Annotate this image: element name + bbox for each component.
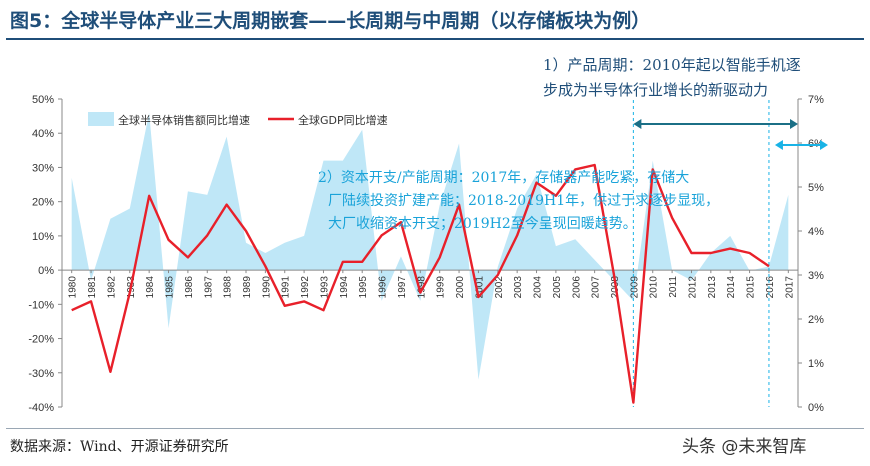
arrow-head-right [820,140,828,150]
right-tick-label: 7% [808,94,824,106]
marker-lines [632,100,828,407]
left-tick-label: 20% [32,197,54,209]
legend: 全球半导体销售额同比增速 全球GDP同比增速 [88,112,388,127]
left-tick-label: -20% [28,334,54,346]
left-tick-label: -10% [28,299,54,311]
x-tick-label: 1988 [223,276,234,299]
x-tick-label: 2000 [455,276,466,299]
legend-label-line: 全球GDP同比增速 [298,113,388,127]
x-tick-label: 1986 [184,276,195,299]
right-tick-label: 2% [808,314,824,326]
area-series-semiconductor-sales [71,112,789,380]
left-tick-label: 40% [32,128,54,140]
annotation-capex-cycle-line2: 厂陆续投资扩建产能；2018-2019H1年，供过于求逐步显现， [328,192,719,209]
arrow-head-left [633,119,642,129]
right-tick-label: 5% [808,182,824,194]
left-tick-label: 50% [32,94,54,106]
watermark: 头条 @未来智库 [682,437,807,457]
x-tick-label: 2012 [687,276,698,299]
right-tick-label: 1% [808,358,824,370]
x-tick-label: 2016 [765,276,776,299]
x-tick-label: 2009 [629,276,640,299]
left-tick-label: -30% [28,368,54,380]
right-tick-label: 0% [808,402,824,414]
axis-layer: -40% -30% -20% -10% 0% 10% 20% 30% 40% 50% 0% 1% 2% 3… [28,94,824,414]
x-tick-label: 2005 [552,276,563,299]
x-tick-label: 1980 [68,276,79,299]
x-tick-label: 2010 [649,276,660,299]
x-tick-label: 2006 [571,276,582,299]
x-tick-label: 1997 [397,276,408,299]
source-divider [6,428,864,429]
x-tick-label: 1995 [358,276,369,299]
x-tick-label: 2013 [707,276,718,299]
x-tick-label: 1992 [300,276,311,299]
line-series-layer [71,163,770,404]
right-tick-label: 3% [808,270,824,282]
legend-swatch-area [88,112,114,126]
x-tick-label: 2001 [474,276,485,299]
annotation-product-cycle-line2: 步成为半导体行业增长的新驱动力 [543,81,768,99]
x-tick-label: 1998 [416,276,427,299]
x-tick-label: 2015 [746,276,757,299]
left-tick-label: -40% [28,402,54,414]
x-tick-label: 1982 [106,276,117,299]
x-tick-label: 1989 [242,276,253,299]
x-tick-label: 1993 [319,276,330,299]
left-tick-label: 10% [32,231,54,243]
x-tick-label: 1987 [203,276,214,299]
x-tick-label: 1985 [165,276,176,299]
annotation-capex-cycle-line3: 大厂收缩资本开支；2019H2至今呈现回暖趋势。 [328,216,637,232]
title-divider [6,38,864,40]
x-tick-label: 2002 [494,276,505,299]
annotations: 1）产品周期：2010年起以智能手机逐 步成为半导体行业增长的新驱动力 2）资本… [318,56,801,232]
annotation-product-cycle-line1: 1）产品周期：2010年起以智能手机逐 [543,56,801,74]
x-tick-label: 1981 [87,276,98,299]
x-tick-label: 1991 [281,276,292,299]
x-tick-label: 2004 [533,276,544,299]
arrow-head-right [790,119,798,129]
x-tick-label: 1990 [261,276,272,299]
x-tick-label: 1996 [378,276,389,299]
page-title: 图5：全球半导体产业三大周期嵌套——长周期与中周期（以存储板块为例） [10,10,651,32]
x-tick-label: 2007 [591,276,602,299]
capex-cycle-arrow [774,140,828,150]
x-tick-label: 2003 [513,276,524,299]
x-tick-label: 1994 [339,276,350,299]
x-tick-label: 2017 [784,276,795,299]
right-tick-label: 4% [808,226,824,238]
left-tick-label: 30% [32,162,54,174]
x-tick-label: 2014 [726,276,737,299]
legend-label-area: 全球半导体销售额同比增速 [118,113,250,127]
x-tick-label: 2011 [668,276,679,298]
x-tick-label: 1999 [436,276,447,299]
source-note: 数据来源：Wind、开源证券研究所 [10,439,229,455]
x-tick-label: 1984 [145,276,156,299]
area-series-layer [71,112,789,380]
line-series-global-gdp [71,163,770,404]
arrow-head-left [774,140,783,150]
annotation-capex-cycle-line1: 2）资本开支/产能周期：2017年，存储器产能吃紧，存储大 [318,170,689,186]
left-tick-label: 0% [38,265,54,277]
product-cycle-arrow [633,119,798,129]
